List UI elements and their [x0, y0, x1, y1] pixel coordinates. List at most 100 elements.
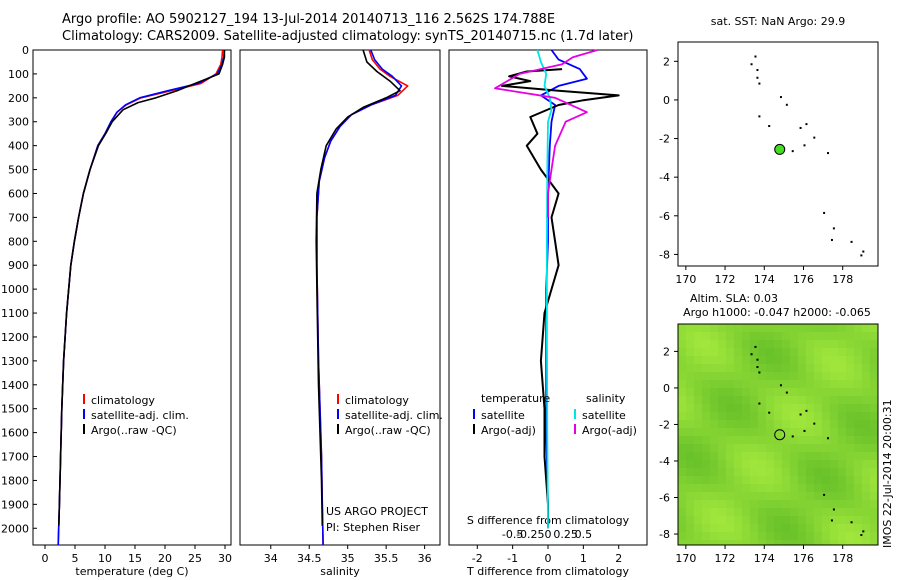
sla-cell	[782, 348, 790, 356]
depth-tick-label: 2000	[1, 522, 29, 535]
sla-cell	[862, 380, 870, 388]
sla-cell	[774, 364, 782, 372]
sla-cell	[806, 516, 814, 524]
sla-cell	[830, 372, 838, 380]
tdiff-xlabel: T difference from climatology	[466, 565, 629, 578]
island-speck	[803, 144, 806, 147]
sla-cell	[854, 420, 862, 428]
sla-cell	[742, 492, 750, 500]
island-speck	[823, 493, 826, 496]
sla-cell	[726, 388, 734, 396]
sla-cell	[718, 508, 726, 516]
sla-cell	[854, 396, 862, 404]
sst-map-panel: sat. SST: NaN Argo: 29.9 170 172 174 176 178 2…	[659, 15, 879, 286]
sla-cell	[814, 332, 822, 340]
sla-cell	[870, 540, 878, 545]
sla-cell	[718, 484, 726, 492]
island-speck	[827, 437, 830, 440]
depth-tick-label: 600	[8, 187, 29, 200]
sst-map-ytick-label: -8	[659, 248, 670, 261]
sla-cell	[694, 540, 702, 545]
depth-tick-label: 1800	[1, 474, 29, 487]
sla-cell	[774, 500, 782, 508]
sla-cell	[822, 444, 830, 452]
depth-tick-label: 700	[8, 211, 29, 224]
sla-cell	[838, 396, 846, 404]
sla-cell	[814, 468, 822, 476]
sla-cell	[822, 516, 830, 524]
salinity-panel: 34 34.5 35 35.5 36 salinity climatology satelli…	[239, 49, 443, 578]
sla-cell	[798, 380, 806, 388]
sla-cell	[710, 348, 718, 356]
sla-cell	[838, 356, 846, 364]
sla-cell	[782, 332, 790, 340]
sla-cell	[782, 532, 790, 540]
sla-cell	[694, 324, 702, 332]
sla-cell	[702, 484, 710, 492]
sla-cell	[870, 380, 878, 388]
sla-cell	[838, 324, 846, 332]
sla-cell	[726, 340, 734, 348]
sla-cell	[766, 340, 774, 348]
sla-cell	[742, 468, 750, 476]
sla-cell	[758, 388, 766, 396]
sla-cell	[718, 412, 726, 420]
sla-cell	[710, 532, 718, 540]
sla-map-ytick-label: 2	[663, 345, 670, 358]
sla-cell	[750, 460, 758, 468]
sla-cell	[678, 444, 686, 452]
sla-cell	[718, 516, 726, 524]
sla-map-xtick-label: 176	[793, 552, 814, 565]
sla-cell	[846, 516, 854, 524]
sla-cell	[694, 508, 702, 516]
sla-cell	[766, 388, 774, 396]
sla-cell	[694, 380, 702, 388]
sla-cell	[758, 500, 766, 508]
sla-cell	[854, 508, 862, 516]
sla-cell	[782, 500, 790, 508]
sla-cell	[726, 492, 734, 500]
sla-cell	[830, 356, 838, 364]
sla-cell	[838, 380, 846, 388]
sla-cell	[806, 532, 814, 540]
sla-cell	[806, 340, 814, 348]
sla-cell	[694, 356, 702, 364]
sla-cell	[742, 508, 750, 516]
sla-cell	[702, 508, 710, 516]
sla-cell	[750, 364, 758, 372]
sla-cell	[814, 364, 822, 372]
sla-cell	[678, 340, 686, 348]
sla-cell	[718, 420, 726, 428]
depth-tick-label: 1400	[1, 379, 29, 392]
sla-cell	[790, 492, 798, 500]
sla-cell	[798, 436, 806, 444]
sla-cell	[774, 524, 782, 532]
sla-cell	[678, 476, 686, 484]
sla-cell	[702, 372, 710, 380]
sla-cell	[790, 444, 798, 452]
sla-cell	[862, 508, 870, 516]
sla-cell	[790, 468, 798, 476]
sla-cell	[726, 356, 734, 364]
sla-cell	[758, 340, 766, 348]
sla-cell	[854, 356, 862, 364]
sla-cell	[846, 428, 854, 436]
sla-cell	[774, 476, 782, 484]
sla-cell	[750, 340, 758, 348]
salinity-xtick-label: 34	[264, 552, 278, 565]
sla-cell	[702, 428, 710, 436]
sla-cell	[686, 524, 694, 532]
sla-cell	[686, 420, 694, 428]
sla-cell	[766, 356, 774, 364]
sla-cell	[798, 460, 806, 468]
temperature-xtick-label: 10	[98, 552, 112, 565]
sla-cell	[798, 412, 806, 420]
sla-cell	[862, 484, 870, 492]
sla-cell	[726, 444, 734, 452]
sla-cell	[758, 492, 766, 500]
sla-cell	[822, 356, 830, 364]
sla-cell	[710, 468, 718, 476]
sla-cell	[750, 532, 758, 540]
sla-cell	[710, 404, 718, 412]
sla-cell	[774, 444, 782, 452]
